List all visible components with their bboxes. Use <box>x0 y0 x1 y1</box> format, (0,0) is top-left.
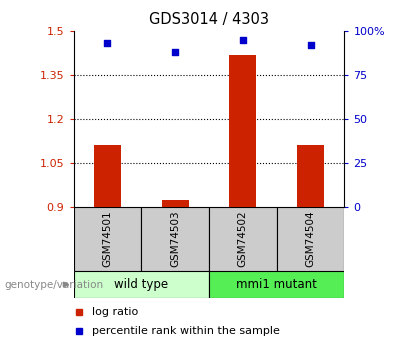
Point <box>104 41 111 46</box>
Bar <box>94 145 121 207</box>
Bar <box>277 207 344 271</box>
Text: percentile rank within the sample: percentile rank within the sample <box>92 326 280 336</box>
Bar <box>297 145 324 207</box>
Point <box>239 37 246 43</box>
Text: mmi1 mutant: mmi1 mutant <box>236 278 317 291</box>
Text: GSM74502: GSM74502 <box>238 210 248 267</box>
Text: GSM74504: GSM74504 <box>305 210 315 267</box>
Point <box>307 42 314 48</box>
Bar <box>162 200 189 207</box>
Text: wild type: wild type <box>114 278 168 291</box>
Bar <box>209 271 344 298</box>
Text: GSM74503: GSM74503 <box>170 210 180 267</box>
Text: GSM74501: GSM74501 <box>102 210 113 267</box>
Text: log ratio: log ratio <box>92 307 139 317</box>
Bar <box>74 271 209 298</box>
Bar <box>209 207 277 271</box>
Point <box>172 49 178 55</box>
Bar <box>141 207 209 271</box>
Bar <box>229 55 256 207</box>
Text: genotype/variation: genotype/variation <box>4 280 103 289</box>
Bar <box>74 207 141 271</box>
Title: GDS3014 / 4303: GDS3014 / 4303 <box>149 12 269 27</box>
